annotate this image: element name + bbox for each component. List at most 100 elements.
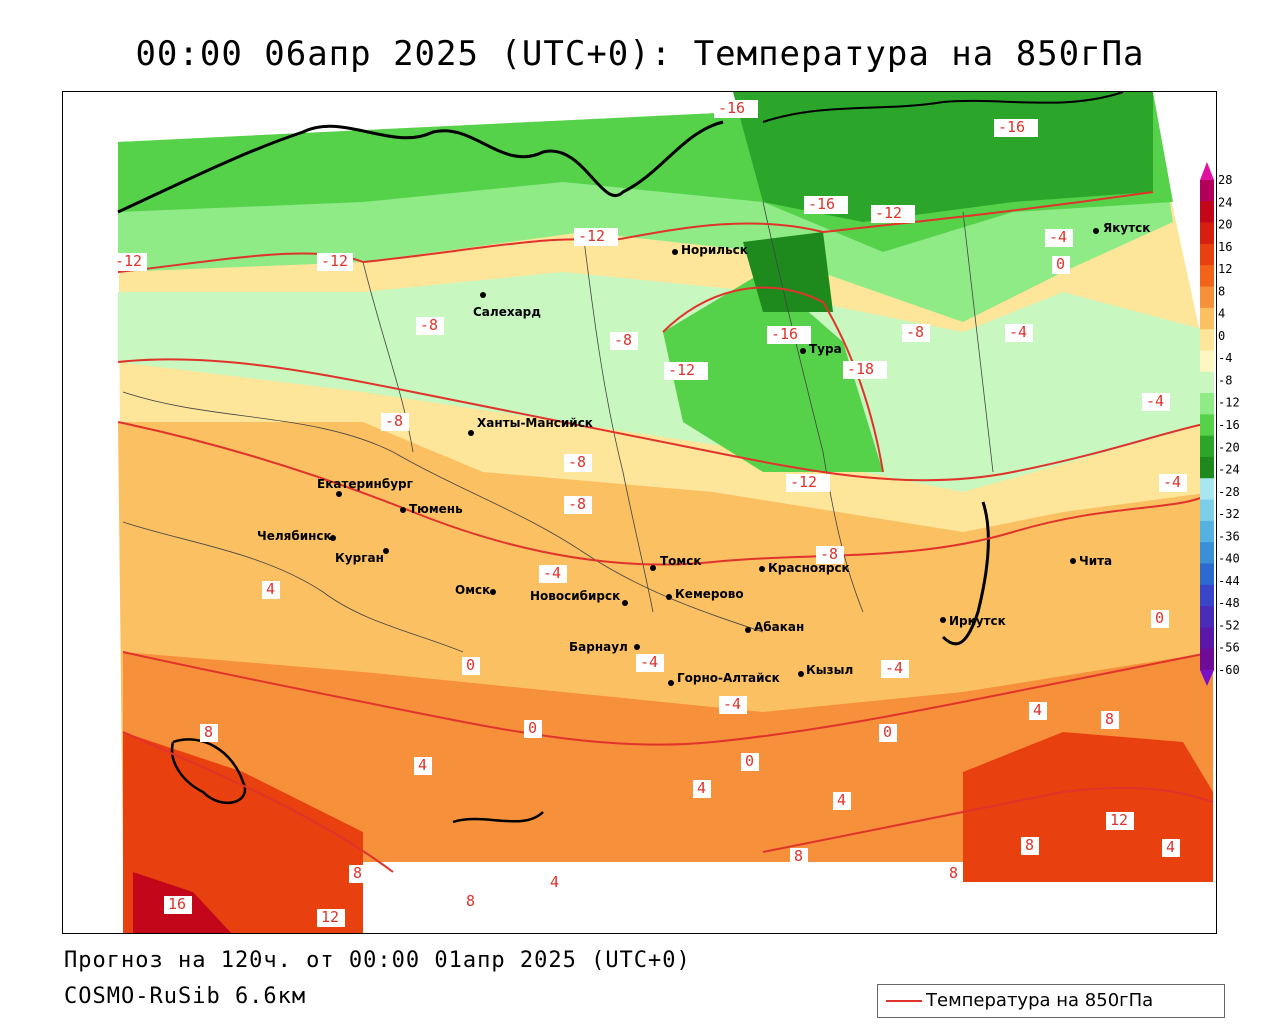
colorbar-tick-label: -36	[1218, 529, 1240, 543]
colorbar-swatch	[1200, 393, 1214, 415]
colorbar-tick-label: -24	[1218, 463, 1240, 477]
city-kurgan: Курган	[335, 548, 389, 565]
city-name: Челябинск	[257, 529, 332, 543]
colorbar-svg: 28 24 20 16 12 8 4 0 -4 -8 -12 -16 -20 -24 -28 -32 -36 -4…	[1200, 162, 1240, 686]
model-info: COSMO-RuSib 6.6км	[64, 984, 307, 1009]
city-abakan: Абакан	[745, 620, 804, 634]
colorbar-swatch	[1200, 286, 1214, 309]
colorbar-swatch	[1200, 243, 1214, 266]
contour-label-text: 8	[1105, 710, 1114, 728]
city-chita: Чита	[1070, 554, 1112, 568]
contour-label-text: 4	[550, 873, 559, 891]
contour-label: -4	[1045, 228, 1073, 247]
city-name: Красноярск	[768, 561, 850, 575]
contour-label: 0	[879, 723, 897, 742]
contour-label: 0	[1052, 255, 1070, 274]
colorbar-tick-label: -48	[1218, 596, 1240, 610]
city-name: Новосибирск	[530, 589, 620, 603]
contour-label: 4	[833, 791, 851, 810]
contour-label-text: 4	[418, 756, 427, 774]
contour-label: 4	[1029, 701, 1047, 720]
city-name: Кемерово	[675, 587, 744, 601]
contour-label: 0	[462, 656, 480, 675]
colorbar: 28 24 20 16 12 8 4 0 -4 -8 -12 -16 -20 -24 -28 -32 -36 -4…	[1198, 160, 1268, 690]
contour-label-text: -12	[578, 227, 605, 245]
contour-label: 8	[349, 864, 367, 883]
colorbar-swatch	[1200, 478, 1214, 501]
contour-label-text: -8	[385, 412, 403, 430]
city-name: Ханты-Мансийск	[477, 416, 593, 430]
contour-label-text: -12	[790, 473, 817, 491]
contour-label: 0	[524, 719, 542, 738]
contour-label-text: 16	[168, 895, 186, 913]
contour-label-text: 4	[1033, 701, 1042, 719]
colorbar-tick-label: -40	[1218, 552, 1240, 566]
colorbar-swatch	[1200, 222, 1214, 245]
contour-label: 4	[546, 873, 564, 892]
contour-label-text: 8	[794, 847, 803, 865]
colorbar-swatch	[1200, 371, 1214, 394]
contour-label: -16	[767, 325, 811, 344]
colorbar-swatch	[1200, 584, 1214, 607]
city-kemerovo: Кемерово	[666, 587, 744, 601]
contour-label: 8	[200, 723, 218, 742]
contour-label: -16	[714, 99, 758, 118]
city-omsk: Омск	[455, 583, 496, 597]
contour-label: 8	[945, 864, 963, 883]
contour-label-text: -16	[808, 195, 835, 213]
city-name: Иркутск	[949, 614, 1006, 628]
colorbar-swatch	[1200, 265, 1214, 288]
city-name: Тюмень	[409, 502, 463, 516]
coastlines	[117, 92, 1124, 824]
contour-label-text: -4	[1146, 392, 1164, 410]
city-name: Чита	[1079, 554, 1112, 568]
contour-label: 8	[462, 892, 480, 911]
colorbar-swatch	[1200, 542, 1214, 564]
contour-label: -4	[1005, 323, 1033, 342]
city-name: Курган	[335, 551, 384, 565]
contour-label: -4	[1159, 473, 1187, 492]
contour-label: -16	[994, 118, 1038, 137]
contour-label-text: 4	[697, 779, 706, 797]
colorbar-tick-label: -52	[1218, 618, 1240, 632]
city-tyumen: Тюмень	[400, 502, 463, 516]
temperature-map[interactable]: -16 -16 -16 -16 -12 -12 -12 -12 -12 -12 …	[62, 91, 1217, 934]
contour-label: -4	[1142, 392, 1170, 411]
contour-label: 8	[1101, 710, 1119, 729]
city-irkutsk: Иркутск	[940, 614, 1006, 628]
city-name: Екатеринбург	[317, 477, 413, 491]
legend-box: Температура на 850гПа	[877, 984, 1225, 1018]
colorbar-swatch	[1200, 627, 1214, 650]
colorbar-tick-label: -32	[1218, 507, 1240, 521]
contour-label: -8	[610, 331, 638, 350]
contour-label-text: 12	[321, 908, 339, 926]
contour-label: -12	[574, 227, 618, 246]
contour-label-text: 4	[266, 580, 275, 598]
contour-label-text: -8	[820, 545, 838, 563]
colorbar-tick-label: -28	[1218, 485, 1240, 499]
city-kyzyl: Кызыл	[798, 663, 853, 677]
city-name: Горно-Алтайск	[677, 671, 780, 685]
temperature-fill	[118, 92, 1213, 933]
colorbar-tick-label: 28	[1218, 173, 1232, 187]
contour-label-text: -4	[1009, 323, 1027, 341]
colorbar-tick-label: 24	[1218, 195, 1232, 209]
city-khanty-mansiysk: Ханты-Мансийск	[468, 416, 593, 436]
city-name: Норильск	[681, 243, 748, 257]
city-name: Омск	[455, 583, 490, 597]
city-norilsk: Норильск	[672, 243, 748, 257]
contour-label-text: -4	[723, 695, 741, 713]
city-name: Якутск	[1103, 221, 1150, 235]
colorbar-swatch	[1200, 180, 1214, 202]
colorbar-swatch	[1200, 606, 1214, 628]
forecast-info: Прогноз на 120ч. от 00:00 01апр 2025 (UT…	[64, 948, 691, 973]
colorbar-swatch	[1200, 648, 1214, 671]
city-tura: Тура	[800, 342, 842, 356]
colorbar-swatch	[1200, 329, 1214, 351]
contour-label: 0	[1151, 609, 1169, 628]
colorbar-swatch	[1200, 456, 1214, 479]
contour-label: 12	[317, 908, 345, 927]
contour-label: 8	[1021, 836, 1039, 855]
colorbar-tick-label: 8	[1218, 284, 1225, 298]
contour-label: 4	[414, 756, 432, 775]
